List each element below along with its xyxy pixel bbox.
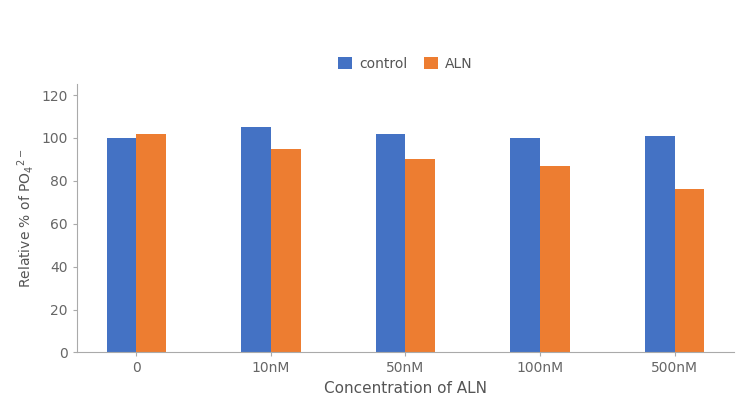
Bar (241, 127, 271, 352)
Legend: control, ALN: control, ALN (333, 51, 478, 76)
Bar (405, 159, 435, 352)
Bar (510, 138, 540, 352)
Y-axis label: Relative % of PO$_4$$^{2-}$: Relative % of PO$_4$$^{2-}$ (15, 148, 36, 288)
Bar (271, 149, 300, 352)
Bar (136, 134, 166, 352)
Bar (675, 189, 704, 352)
Bar (645, 136, 675, 352)
X-axis label: Concentration of ALN: Concentration of ALN (324, 381, 487, 396)
Bar (107, 138, 136, 352)
Bar (540, 166, 569, 352)
Bar (376, 134, 405, 352)
